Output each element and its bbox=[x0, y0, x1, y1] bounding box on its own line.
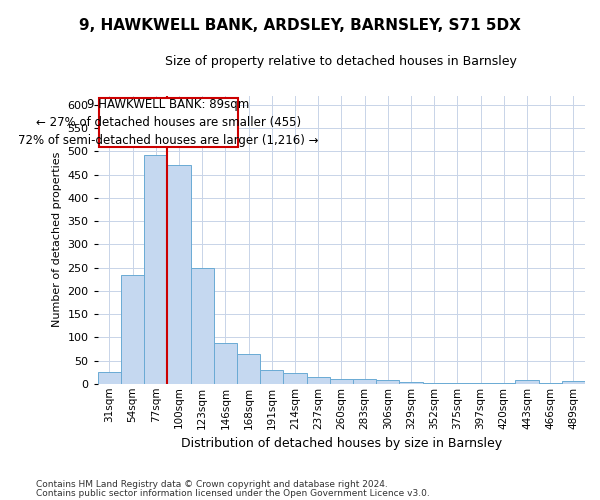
Y-axis label: Number of detached properties: Number of detached properties bbox=[52, 152, 62, 328]
FancyBboxPatch shape bbox=[99, 98, 238, 146]
Bar bbox=[515, 380, 539, 384]
Bar bbox=[260, 370, 283, 384]
Bar bbox=[400, 382, 422, 384]
Bar bbox=[307, 378, 330, 384]
Bar bbox=[214, 343, 237, 384]
Bar bbox=[422, 383, 446, 384]
Bar bbox=[144, 155, 167, 384]
Bar bbox=[562, 381, 585, 384]
Bar bbox=[167, 166, 191, 384]
Bar bbox=[376, 380, 400, 384]
Text: Contains HM Land Registry data © Crown copyright and database right 2024.: Contains HM Land Registry data © Crown c… bbox=[36, 480, 388, 489]
Bar bbox=[283, 373, 307, 384]
Bar bbox=[353, 378, 376, 384]
Title: Size of property relative to detached houses in Barnsley: Size of property relative to detached ho… bbox=[166, 55, 517, 68]
Bar bbox=[98, 372, 121, 384]
Text: 9, HAWKWELL BANK, ARDSLEY, BARNSLEY, S71 5DX: 9, HAWKWELL BANK, ARDSLEY, BARNSLEY, S71… bbox=[79, 18, 521, 32]
Text: Contains public sector information licensed under the Open Government Licence v3: Contains public sector information licen… bbox=[36, 488, 430, 498]
Text: 9 HAWKWELL BANK: 89sqm
← 27% of detached houses are smaller (455)
72% of semi-de: 9 HAWKWELL BANK: 89sqm ← 27% of detached… bbox=[18, 98, 319, 147]
Bar bbox=[330, 378, 353, 384]
Bar bbox=[237, 354, 260, 384]
Bar bbox=[191, 268, 214, 384]
X-axis label: Distribution of detached houses by size in Barnsley: Distribution of detached houses by size … bbox=[181, 437, 502, 450]
Bar bbox=[121, 276, 144, 384]
